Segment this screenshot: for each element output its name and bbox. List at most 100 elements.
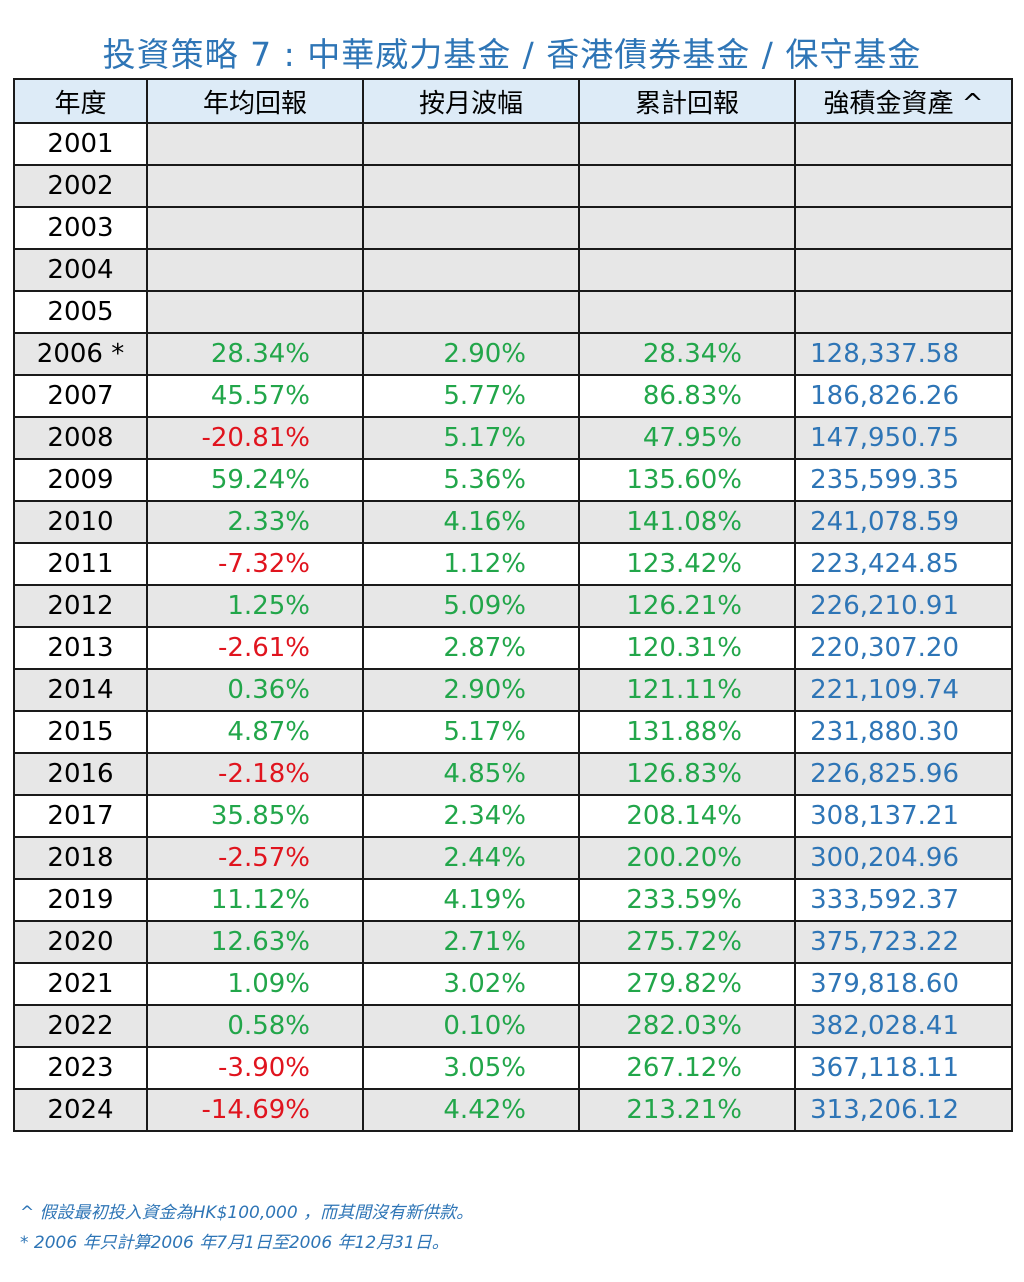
annual-return-cell: -20.81% — [146, 416, 364, 460]
year-cell: 2018 — [13, 836, 148, 880]
cumulative-return-cell: 121.11% — [578, 668, 796, 712]
mpf-asset-cell: 128,337.58 — [794, 332, 1013, 376]
monthly-volatility-cell: 4.42% — [362, 1088, 580, 1132]
cumulative-return-cell: 126.21% — [578, 584, 796, 628]
empty-cell — [578, 164, 796, 208]
cumulative-return-cell: 208.14% — [578, 794, 796, 838]
empty-cell — [362, 122, 580, 166]
annual-return-cell: 12.63% — [146, 920, 364, 964]
empty-cell — [794, 248, 1013, 292]
empty-cell — [794, 164, 1013, 208]
table-body: 2001 2002 2003 2004 2005 2006 * 28.34% 2.90% 28.… — [13, 122, 1013, 1132]
table-row: 2011 -7.32% 1.12% 123.42% 223,424.85 — [13, 542, 1013, 586]
table-row: 2019 11.12% 4.19% 233.59% 333,592.37 — [13, 878, 1013, 922]
table-row: 2022 0.58% 0.10% 282.03% 382,028.41 — [13, 1004, 1013, 1048]
monthly-volatility-cell: 5.77% — [362, 374, 580, 418]
annual-return-cell: -2.61% — [146, 626, 364, 670]
header-monthly-volatility: 按月波幅 — [362, 78, 580, 124]
annual-return-cell: 0.36% — [146, 668, 364, 712]
annual-return-cell: 11.12% — [146, 878, 364, 922]
cumulative-return-cell: 120.31% — [578, 626, 796, 670]
empty-cell — [362, 164, 580, 208]
table-row: 2008 -20.81% 5.17% 47.95% 147,950.75 — [13, 416, 1013, 460]
year-cell: 2005 — [13, 290, 148, 334]
monthly-volatility-cell: 2.87% — [362, 626, 580, 670]
year-cell: 2004 — [13, 248, 148, 292]
year-cell: 2010 — [13, 500, 148, 544]
cumulative-return-cell: 123.42% — [578, 542, 796, 586]
table-row: 2016 -2.18% 4.85% 126.83% 226,825.96 — [13, 752, 1013, 796]
footnote-initial-capital: ^ 假設最初投入資金為HK$100,000 ，而其間沒有新供款。 — [20, 1203, 474, 1223]
year-cell: 2002 — [13, 164, 148, 208]
empty-cell — [794, 290, 1013, 334]
mpf-asset-cell: 308,137.21 — [794, 794, 1013, 838]
cumulative-return-cell: 131.88% — [578, 710, 796, 754]
year-cell: 2019 — [13, 878, 148, 922]
year-cell: 2009 — [13, 458, 148, 502]
empty-cell — [146, 164, 364, 208]
empty-cell — [794, 122, 1013, 166]
annual-return-cell: 2.33% — [146, 500, 364, 544]
footnotes: ^ 假設最初投入資金為HK$100,000 ，而其間沒有新供款。 * 2006 … — [20, 1198, 473, 1258]
year-cell: 2015 — [13, 710, 148, 754]
empty-cell — [578, 122, 796, 166]
monthly-volatility-cell: 5.36% — [362, 458, 580, 502]
year-cell: 2007 — [13, 374, 148, 418]
mpf-asset-cell: 223,424.85 — [794, 542, 1013, 586]
annual-return-cell: 35.85% — [146, 794, 364, 838]
year-cell: 2017 — [13, 794, 148, 838]
empty-cell — [362, 290, 580, 334]
monthly-volatility-cell: 1.12% — [362, 542, 580, 586]
cumulative-return-cell: 275.72% — [578, 920, 796, 964]
monthly-volatility-cell: 2.71% — [362, 920, 580, 964]
table-row: 2003 — [13, 206, 1013, 250]
header-mpf-assets: 強積金資產 ^ — [794, 78, 1013, 124]
year-cell: 2020 — [13, 920, 148, 964]
mpf-asset-cell: 300,204.96 — [794, 836, 1013, 880]
mpf-asset-cell: 147,950.75 — [794, 416, 1013, 460]
year-cell: 2006 * — [13, 332, 148, 376]
annual-return-cell: 28.34% — [146, 332, 364, 376]
table-row: 2006 * 28.34% 2.90% 28.34% 128,337.58 — [13, 332, 1013, 376]
year-cell: 2016 — [13, 752, 148, 796]
cumulative-return-cell: 282.03% — [578, 1004, 796, 1048]
header-year: 年度 — [13, 78, 148, 124]
header-cumulative-return: 累計回報 — [578, 78, 796, 124]
annual-return-cell: -2.57% — [146, 836, 364, 880]
empty-cell — [362, 248, 580, 292]
annual-return-cell: 4.87% — [146, 710, 364, 754]
monthly-volatility-cell: 5.17% — [362, 710, 580, 754]
header-row: 年度 年均回報 按月波幅 累計回報 強積金資產 ^ — [13, 78, 1013, 124]
year-cell: 2013 — [13, 626, 148, 670]
monthly-volatility-cell: 2.90% — [362, 332, 580, 376]
year-cell: 2024 — [13, 1088, 148, 1132]
annual-return-cell: 1.25% — [146, 584, 364, 628]
year-cell: 2023 — [13, 1046, 148, 1090]
mpf-asset-cell: 226,210.91 — [794, 584, 1013, 628]
monthly-volatility-cell: 3.05% — [362, 1046, 580, 1090]
monthly-volatility-cell: 2.44% — [362, 836, 580, 880]
annual-return-cell: 59.24% — [146, 458, 364, 502]
monthly-volatility-cell: 4.16% — [362, 500, 580, 544]
footnote-2006: * 2006 年只計算2006 年7月1日至2006 年12月31日。 — [20, 1233, 449, 1253]
table-row: 2015 4.87% 5.17% 131.88% 231,880.30 — [13, 710, 1013, 754]
mpf-asset-cell: 235,599.35 — [794, 458, 1013, 502]
year-cell: 2003 — [13, 206, 148, 250]
table-row: 2023 -3.90% 3.05% 267.12% 367,118.11 — [13, 1046, 1013, 1090]
mpf-asset-cell: 333,592.37 — [794, 878, 1013, 922]
table-row: 2002 — [13, 164, 1013, 208]
mpf-asset-cell: 379,818.60 — [794, 962, 1013, 1006]
year-cell: 2001 — [13, 122, 148, 166]
mpf-asset-cell: 375,723.22 — [794, 920, 1013, 964]
empty-cell — [578, 206, 796, 250]
table-row: 2024 -14.69% 4.42% 213.21% 313,206.12 — [13, 1088, 1013, 1132]
annual-return-cell: 45.57% — [146, 374, 364, 418]
cumulative-return-cell: 267.12% — [578, 1046, 796, 1090]
cumulative-return-cell: 233.59% — [578, 878, 796, 922]
mpf-asset-cell: 382,028.41 — [794, 1004, 1013, 1048]
empty-cell — [362, 206, 580, 250]
cumulative-return-cell: 28.34% — [578, 332, 796, 376]
annual-return-cell: -7.32% — [146, 542, 364, 586]
header-annual-return: 年均回報 — [146, 78, 364, 124]
monthly-volatility-cell: 5.17% — [362, 416, 580, 460]
